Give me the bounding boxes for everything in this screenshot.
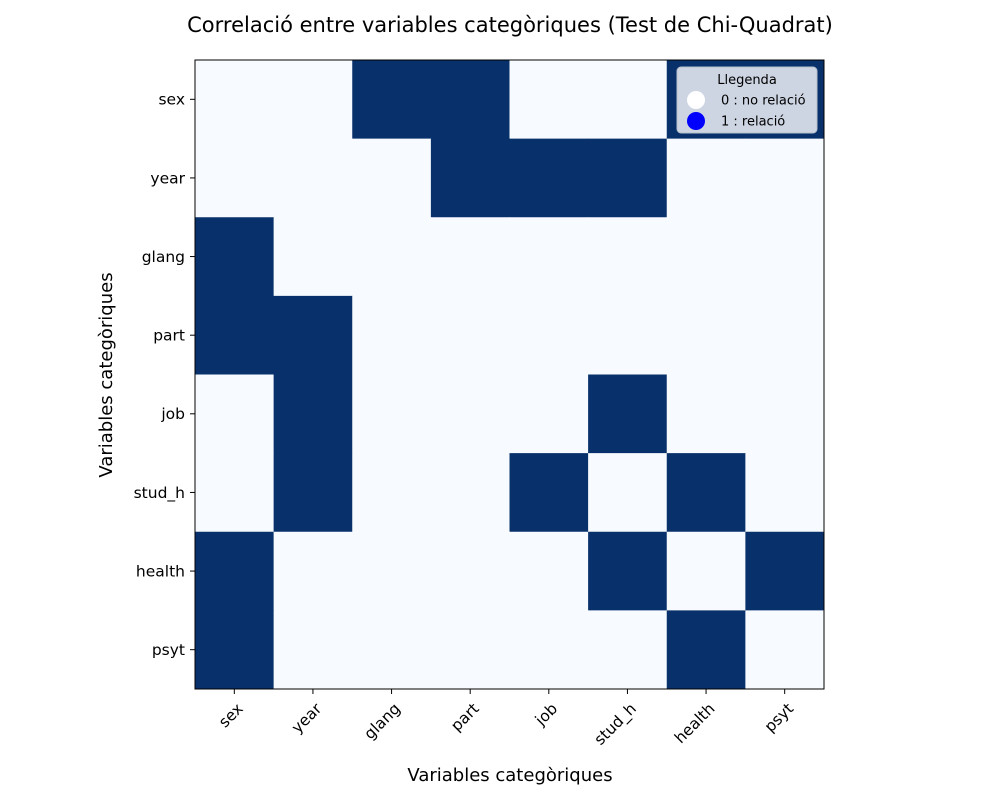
heatmap-cell-year-part bbox=[430, 138, 510, 218]
x-axis-label: Variables categòriques bbox=[407, 765, 612, 786]
legend: Llegenda 0 : no relació 1 : relació bbox=[676, 66, 818, 134]
heatmap-cell-job-health bbox=[666, 374, 746, 454]
heatmap-cell-psyt-psyt bbox=[745, 610, 825, 690]
heatmap-cell-health-part bbox=[430, 531, 510, 611]
y-tick-label: health bbox=[136, 562, 185, 580]
heatmap-cell-part-year bbox=[273, 295, 353, 375]
legend-entry-label: 1 : relació bbox=[721, 115, 785, 130]
y-tick-label: glang bbox=[142, 248, 185, 266]
y-tick-label: sex bbox=[158, 91, 185, 109]
heatmap-cell-part-stud_h bbox=[588, 295, 668, 375]
heatmap-cell-stud_h-psyt bbox=[745, 453, 825, 533]
legend-marker bbox=[687, 112, 705, 130]
legend-entries: 0 : no relació 1 : relació bbox=[687, 91, 806, 130]
heatmap-cell-stud_h-sex bbox=[195, 453, 275, 533]
heatmap-cell-year-health bbox=[666, 138, 746, 218]
heatmap-cells bbox=[195, 60, 825, 690]
heatmap-cell-year-psyt bbox=[745, 138, 825, 218]
heatmap-cell-part-job bbox=[509, 295, 589, 375]
legend-box bbox=[676, 66, 818, 134]
heatmap-cell-job-job bbox=[509, 374, 589, 454]
heatmap-cell-part-part bbox=[430, 295, 510, 375]
x-axis-ticks: sex year glang part job stud_h health psyt bbox=[215, 689, 797, 749]
heatmap-cell-stud_h-year bbox=[273, 453, 353, 533]
heatmap-cell-psyt-health bbox=[666, 610, 746, 690]
y-tick-label: part bbox=[153, 327, 185, 345]
heatmap-cell-job-year bbox=[273, 374, 353, 454]
x-tick-label: job bbox=[531, 700, 561, 730]
heatmap-cell-psyt-sex bbox=[195, 610, 275, 690]
heatmap-cell-glang-health bbox=[666, 217, 746, 297]
y-tick-label: stud_h bbox=[134, 484, 185, 503]
heatmap-cell-glang-psyt bbox=[745, 217, 825, 297]
x-tick-label: health bbox=[671, 700, 718, 747]
heatmap-cell-year-stud_h bbox=[588, 138, 668, 218]
x-tick-label: year bbox=[288, 699, 326, 737]
heatmap-cell-sex-job bbox=[509, 60, 589, 140]
heatmap-cell-job-sex bbox=[195, 374, 275, 454]
heatmap-cell-year-glang bbox=[352, 138, 432, 218]
heatmap-cell-stud_h-glang bbox=[352, 453, 432, 533]
heatmap-cell-stud_h-stud_h bbox=[588, 453, 668, 533]
heatmap-cell-job-part bbox=[430, 374, 510, 454]
heatmap-cell-psyt-part bbox=[430, 610, 510, 690]
heatmap-cell-psyt-stud_h bbox=[588, 610, 668, 690]
heatmap-cell-sex-year bbox=[273, 60, 353, 140]
chart-title: Correlació entre variables categòriques … bbox=[187, 13, 833, 37]
heatmap-cell-glang-year bbox=[273, 217, 353, 297]
heatmap-cell-sex-stud_h bbox=[588, 60, 668, 140]
heatmap-cell-job-glang bbox=[352, 374, 432, 454]
heatmap-cell-job-stud_h bbox=[588, 374, 668, 454]
heatmap-cell-year-sex bbox=[195, 138, 275, 218]
x-tick-label: stud_h bbox=[591, 700, 641, 750]
heatmap-cell-stud_h-health bbox=[666, 453, 746, 533]
heatmap-cell-sex-sex bbox=[195, 60, 275, 140]
heatmap-cell-health-job bbox=[509, 531, 589, 611]
y-tick-label: year bbox=[150, 169, 185, 187]
x-tick-label: psyt bbox=[761, 700, 797, 736]
heatmap-cell-year-job bbox=[509, 138, 589, 218]
heatmap-cell-glang-sex bbox=[195, 217, 275, 297]
legend-marker bbox=[687, 91, 705, 109]
heatmap-cell-glang-stud_h bbox=[588, 217, 668, 297]
heatmap-cell-psyt-year bbox=[273, 610, 353, 690]
plot-frame bbox=[194, 59, 825, 690]
heatmap-cell-psyt-job bbox=[509, 610, 589, 690]
x-tick-label: sex bbox=[215, 700, 246, 731]
heatmap-cell-glang-part bbox=[430, 217, 510, 297]
heatmap-cell-sex-glang bbox=[352, 60, 432, 140]
y-axis-label: Variables categòriques bbox=[96, 272, 117, 477]
y-tick-label: psyt bbox=[152, 641, 185, 659]
heatmap-cell-part-sex bbox=[195, 295, 275, 375]
heatmap-cell-stud_h-job bbox=[509, 453, 589, 533]
heatmap-cell-glang-glang bbox=[352, 217, 432, 297]
legend-entry-label: 0 : no relació bbox=[721, 94, 806, 109]
heatmap-cell-health-health bbox=[666, 531, 746, 611]
heatmap-cell-glang-job bbox=[509, 217, 589, 297]
heatmap-cell-year-year bbox=[273, 138, 353, 218]
heatmap-cell-health-psyt bbox=[745, 531, 825, 611]
heatmap-cell-health-sex bbox=[195, 531, 275, 611]
heatmap-cell-part-health bbox=[666, 295, 746, 375]
heatmap-cell-sex-part bbox=[430, 60, 510, 140]
y-tick-label: job bbox=[160, 405, 185, 423]
heatmap-cell-part-glang bbox=[352, 295, 432, 375]
x-tick-label: part bbox=[447, 700, 482, 735]
heatmap-cell-job-psyt bbox=[745, 374, 825, 454]
heatmap-cell-health-glang bbox=[352, 531, 432, 611]
heatmap-cell-stud_h-part bbox=[430, 453, 510, 533]
heatmap-cell-health-stud_h bbox=[588, 531, 668, 611]
heatmap-cell-health-year bbox=[273, 531, 353, 611]
heatmap-cell-psyt-glang bbox=[352, 610, 432, 690]
heatmap-cell-part-psyt bbox=[745, 295, 825, 375]
x-tick-label: glang bbox=[361, 700, 404, 743]
legend-title: Llegenda bbox=[717, 73, 777, 88]
